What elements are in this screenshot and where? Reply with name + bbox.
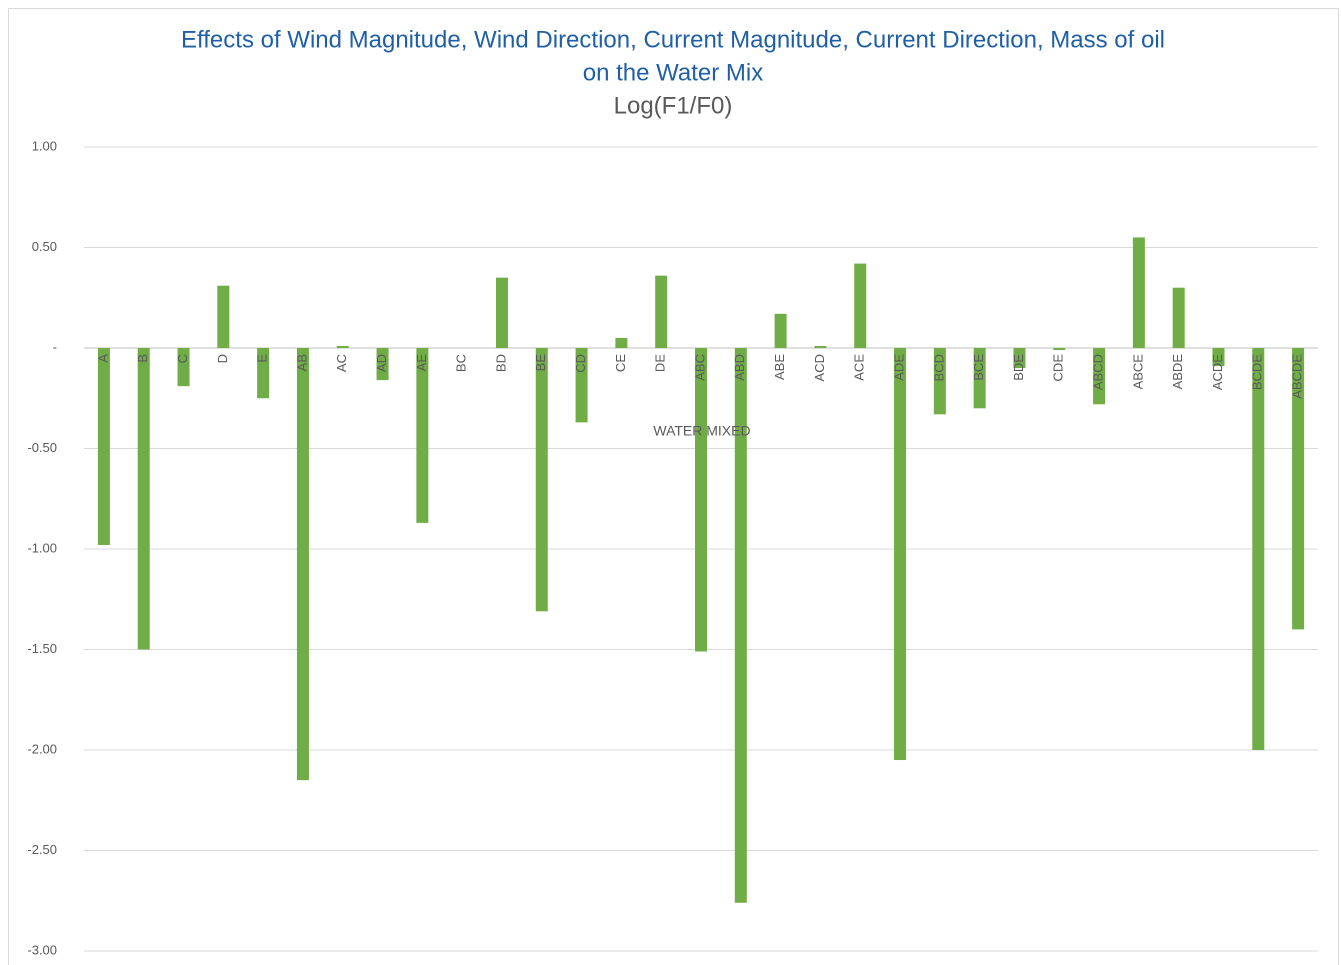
y-tick-label: -2.00 [27, 741, 57, 756]
x-tick-label: AE [414, 354, 429, 372]
x-tick-label: BE [533, 354, 548, 372]
bar [655, 275, 668, 348]
x-axis-label: WATER MIXED [653, 423, 750, 439]
bar [416, 348, 429, 523]
bar [854, 263, 867, 348]
chart-border [8, 8, 1339, 965]
x-tick-label: ABCDE [1290, 354, 1305, 399]
bar [535, 348, 548, 612]
bar [376, 348, 389, 381]
x-tick-label: CDE [1051, 354, 1066, 382]
bar [575, 348, 588, 423]
x-tick-label: CE [613, 354, 628, 372]
x-tick-label: BD [493, 354, 508, 372]
x-tick-label: B [135, 354, 150, 363]
x-tick-label: AB [294, 354, 309, 371]
x-tick-label: BCDE [1250, 354, 1265, 390]
x-tick-label: ACE [852, 354, 867, 381]
x-tick-label: E [255, 354, 270, 363]
y-tick-label: 0.50 [32, 239, 57, 254]
bar [495, 277, 508, 348]
y-tick-label: -1.00 [27, 540, 57, 555]
x-tick-label: ABC [692, 354, 707, 381]
bar [894, 348, 907, 761]
x-tick-label: A [95, 354, 110, 363]
bar [1132, 237, 1145, 348]
bar [1013, 348, 1026, 369]
x-tick-label: D [215, 354, 230, 363]
x-tick-label: CD [573, 354, 588, 373]
bar [774, 313, 787, 348]
x-tick-label: BC [454, 354, 469, 372]
x-tick-label: BDE [1011, 354, 1026, 381]
x-tick-label: ABCD [1091, 354, 1106, 390]
y-tick-label: -3.00 [27, 942, 57, 957]
x-tick-label: ADE [891, 354, 906, 381]
bar [217, 285, 230, 348]
bar [177, 348, 190, 387]
chart-subtitle: Log(F1/F0) [614, 92, 733, 119]
bar [97, 348, 110, 545]
chart-title: Effects of Wind Magnitude, Wind Directio… [181, 26, 1165, 53]
bar [137, 348, 150, 650]
x-tick-label: AC [334, 354, 349, 372]
x-tick-label: DE [653, 354, 668, 372]
y-tick-label: -1.50 [27, 641, 57, 656]
bar [973, 348, 986, 409]
bar [296, 348, 309, 781]
bar [336, 345, 349, 348]
x-tick-label: ACD [812, 354, 827, 381]
x-tick-label: ACDE [1210, 354, 1225, 390]
bar [615, 337, 628, 348]
bar [1292, 348, 1305, 630]
y-tick-label: -0.50 [27, 440, 57, 455]
y-tick-label: - [53, 339, 57, 354]
x-tick-label: ABCE [1130, 354, 1145, 390]
y-tick-label: -2.50 [27, 842, 57, 857]
chart-title: on the Water Mix [583, 59, 764, 86]
bar [1252, 348, 1265, 750]
x-tick-label: BCE [971, 354, 986, 381]
x-tick-label: ABDE [1170, 354, 1185, 390]
y-tick-label: 1.00 [32, 138, 57, 153]
bar [695, 348, 707, 652]
x-tick-label: BCD [931, 354, 946, 381]
x-tick-label: ABE [772, 354, 787, 380]
bar [734, 348, 747, 903]
bar [933, 348, 946, 415]
bar [1093, 348, 1106, 405]
bar [814, 345, 827, 348]
x-tick-label: ABD [732, 354, 747, 381]
bar [1053, 348, 1066, 351]
bar [1172, 287, 1185, 348]
x-tick-label: C [175, 354, 190, 363]
bar [257, 348, 270, 399]
x-tick-label: AD [374, 354, 389, 372]
bar [1212, 348, 1225, 367]
